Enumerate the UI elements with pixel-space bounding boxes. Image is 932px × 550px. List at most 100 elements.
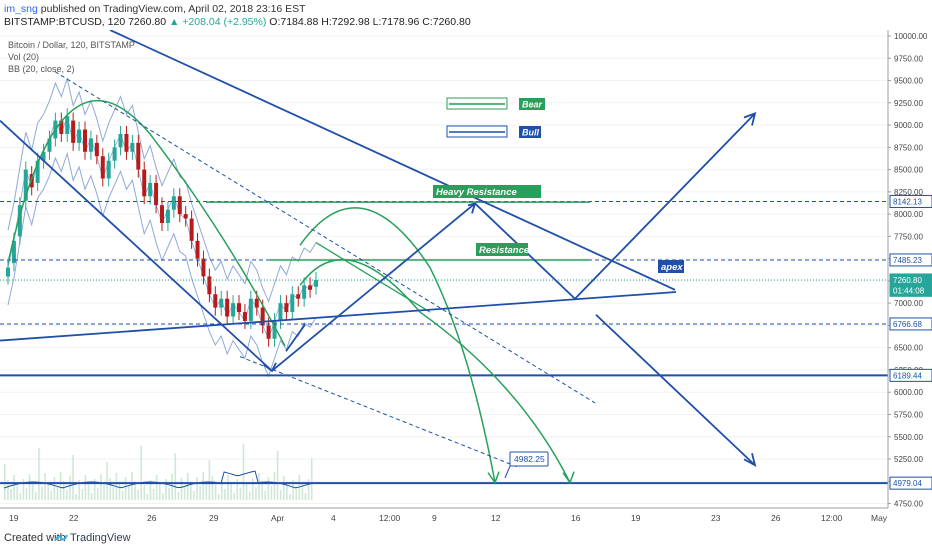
time-tick-label: 4 [331,513,336,523]
candle-body [225,298,230,317]
volume-bar [279,490,282,500]
volume-bar [183,487,186,500]
price-tick-label: 9500.00 [894,77,923,86]
volume-bar [124,477,127,500]
volume-bar [214,485,217,500]
bear-arc-1 [299,207,496,483]
tradingview-logo-icon [54,534,68,542]
candle-body [47,138,52,152]
volume-bar [137,490,139,500]
rounded-top-arc [7,100,286,347]
volume-bar [252,478,254,500]
time-tick-label: 19 [631,513,641,523]
heavy-resistance-tag: Heavy Resistance [433,185,541,198]
volume-bar [149,480,152,500]
volume-bar [236,479,239,500]
volume-bar [255,487,257,500]
published-text: published on TradingView.com, April 02, … [40,3,306,15]
candle-body [6,267,10,277]
publish-line: im_sng published on TradingView.com, Apr… [4,3,306,15]
volume-bar [230,484,232,500]
candle-body [136,142,141,170]
arrow-head [487,471,500,485]
candle-body [160,205,164,224]
volume-bar [304,493,307,500]
candle-body [266,325,271,339]
dashed-trendline-lower [239,356,521,469]
time-tick-label: 12 [491,513,501,523]
volume-bar [258,473,260,500]
volume-bar [292,480,294,500]
candle-body [177,196,182,215]
volume-bar [270,486,273,500]
apex-tag: apex [658,260,684,273]
footer: Created with TradingView [0,528,932,550]
time-tick-label: 29 [209,513,219,523]
price-tick-label: 5500.00 [894,433,923,442]
time-tick-label: May [871,513,888,523]
volume-bar [25,488,28,500]
volume-bar [47,482,49,500]
volume-bar [199,486,201,500]
bb-indicator-label[interactable]: BB (20, close, 2) [8,64,75,74]
volume-bar [41,487,43,500]
publish-header: im_sng published on TradingView.com, Apr… [0,0,932,30]
volume-bar [7,480,9,500]
author-link[interactable]: im_sng [4,3,38,15]
volume-bar [109,478,111,500]
candle-body [284,303,289,313]
price-label-text: 7485.23 [893,256,922,265]
volume-bar [301,484,304,500]
candlestick-series [6,108,318,347]
volume-bar [202,472,204,500]
volume-bar [106,462,108,500]
time-axis: 19 22 26 29 Apr 4 12:00 9 12 16 19 23 26 12:00 May [0,507,888,528]
candle-body [59,120,64,134]
volume-bar [286,485,288,500]
volume-bar [242,444,245,500]
volume-bar [307,479,310,500]
volume-bar [143,485,146,500]
price-label-box [889,194,932,208]
time-tick-label: 22 [69,513,79,523]
volume-bar [38,448,40,500]
bull-breakout-line [574,112,756,300]
candle-body [88,138,93,152]
price-label-box [889,476,932,490]
volume-indicator-label[interactable]: Vol (20) [8,52,39,62]
volume-bar [44,473,46,500]
price-tick-label: 9750.00 [894,54,923,63]
candle-body [112,147,117,161]
volume-bar [22,479,25,500]
price-tick-label: 6500.00 [894,344,923,353]
candle-body [83,129,87,152]
legend-bear-box [519,98,545,110]
price-tick-label: 8250.00 [894,188,923,197]
volume-bar [211,476,214,500]
volume-bar [186,473,189,500]
price-chart[interactable]: 10000.00 9750.00 9500.00 9250.00 9000.00 8750… [0,30,932,528]
bb-lower [7,151,317,378]
time-tick-label: 19 [9,513,19,523]
volume-bar [66,490,68,500]
volume-bar [100,474,102,500]
volume-bar [87,484,90,500]
candle-body [65,116,70,134]
descending-trendline [109,30,676,291]
price-tick-label: 8000.00 [894,210,923,219]
candle-body [118,133,123,148]
bear-line [315,242,431,313]
volume-bar [245,483,248,500]
bear-breakdown-line [595,314,756,466]
candle-body [213,294,218,308]
volume-bar [171,474,173,500]
volume-bar [289,494,291,500]
time-tick-label: 12:00 [379,513,401,523]
tradingview-brand[interactable]: TradingView [70,532,131,544]
legend-bear-swatch [446,97,508,110]
price-change: ▲ +208.04 (+2.95%) [168,16,267,28]
volume-bar [295,489,297,500]
candle-body [201,258,206,277]
candle-body [290,294,295,313]
volume-bar [103,483,105,500]
